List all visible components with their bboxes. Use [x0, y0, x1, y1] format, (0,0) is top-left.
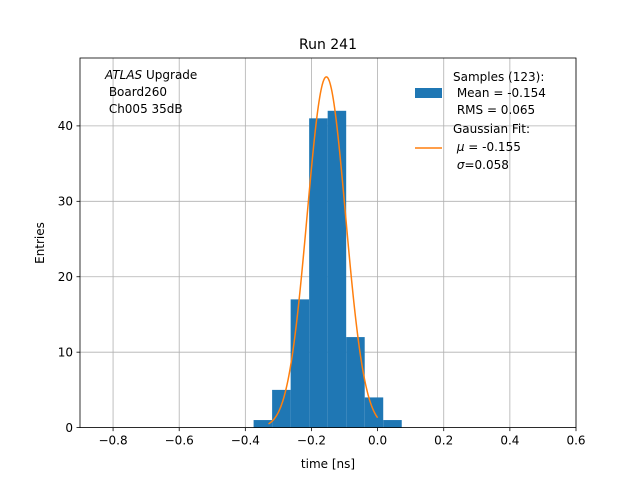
- x-tick-label: 0.6: [566, 434, 585, 448]
- x-tick-label: −0.2: [297, 434, 326, 448]
- x-axis-label: time [ns]: [301, 457, 355, 471]
- histogram-bar: [346, 337, 365, 428]
- y-tick-label: 30: [58, 195, 73, 209]
- annotation-line-3: Ch005 35dB: [105, 102, 183, 116]
- x-tick-label: −0.8: [98, 434, 127, 448]
- y-tick-label: 10: [58, 345, 73, 359]
- legend-mu-symbol: μ: [456, 140, 465, 154]
- x-tick-label: 0.2: [434, 434, 453, 448]
- histogram-bar: [253, 420, 273, 428]
- y-axis-label: Entries: [33, 222, 47, 264]
- annotation-atlas: ATLAS: [104, 68, 143, 82]
- annotation-text: ATLAS Upgrade Board260 Ch005 35dB: [104, 68, 197, 116]
- legend-mu-value: = -0.155: [464, 140, 520, 154]
- chart-title: Run 241: [299, 37, 357, 53]
- histogram-bar: [290, 299, 310, 428]
- legend: Samples (123): Mean = -0.154 RMS = 0.065…: [415, 70, 546, 172]
- gaussian-fit-line: [268, 76, 379, 425]
- legend-sigma-value: =0.058: [464, 158, 508, 172]
- histogram-bar: [327, 110, 347, 428]
- legend-fit-title: Gaussian Fit:: [453, 122, 530, 136]
- plot-frame: [79, 57, 577, 429]
- legend-samples-line-3: RMS = 0.065: [453, 103, 535, 117]
- legend-samples-line-1: Samples (123):: [453, 70, 544, 84]
- annotation-line-2: Board260: [105, 85, 167, 99]
- legend-samples-line-2: Mean = -0.154: [453, 86, 546, 100]
- annotation-upgrade: Upgrade: [142, 68, 197, 82]
- y-tick-label: 20: [58, 270, 73, 284]
- x-tick-label: −0.4: [231, 434, 260, 448]
- y-tick-label: 0: [65, 421, 73, 435]
- legend-sigma-symbol: σ: [457, 158, 465, 172]
- histogram-bar: [383, 420, 402, 428]
- legend-fit-mu: μ = -0.155: [453, 140, 521, 154]
- x-tick-label: 0.0: [368, 434, 387, 448]
- legend-samples-patch: [415, 88, 442, 98]
- x-axis-ticks: −0.8 −0.6 −0.4 −0.2 0.0 0.2 0.4 0.6: [98, 427, 586, 448]
- legend-fit-sigma: σ=0.058: [453, 158, 509, 172]
- annotation-line-1: ATLAS Upgrade: [104, 68, 197, 82]
- histogram-bar: [272, 389, 291, 428]
- x-tick-label: −0.6: [165, 434, 194, 448]
- x-tick-label: 0.4: [500, 434, 519, 448]
- y-tick-label: 40: [58, 119, 73, 133]
- histogram-bar: [309, 118, 328, 428]
- y-axis-ticks: 0 10 20 30 40: [58, 119, 80, 435]
